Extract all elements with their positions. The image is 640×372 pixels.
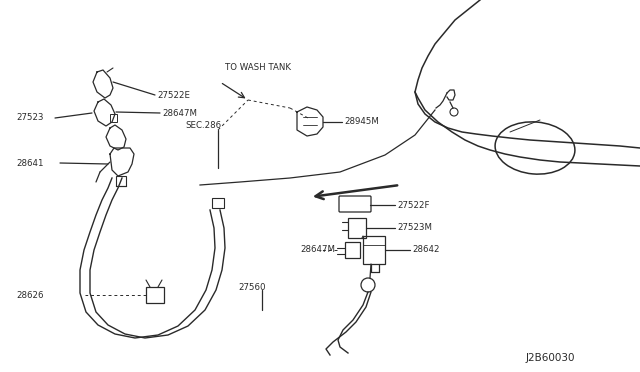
Text: SEC.286: SEC.286 [185, 121, 221, 129]
Text: TO WASH TANK: TO WASH TANK [225, 64, 291, 73]
Text: 27522F: 27522F [397, 201, 429, 209]
Text: 28647M: 28647M [162, 109, 197, 118]
Text: 27523M: 27523M [397, 224, 432, 232]
Text: J2B60030: J2B60030 [525, 353, 575, 363]
Text: 27560: 27560 [238, 282, 266, 292]
Text: 28642: 28642 [412, 246, 440, 254]
Text: 28945M: 28945M [344, 118, 379, 126]
Text: 27522E: 27522E [157, 90, 190, 99]
Text: 28647M: 28647M [300, 246, 335, 254]
Text: 27523: 27523 [16, 113, 44, 122]
Text: 28626: 28626 [16, 291, 44, 299]
Text: 28641: 28641 [16, 158, 44, 167]
